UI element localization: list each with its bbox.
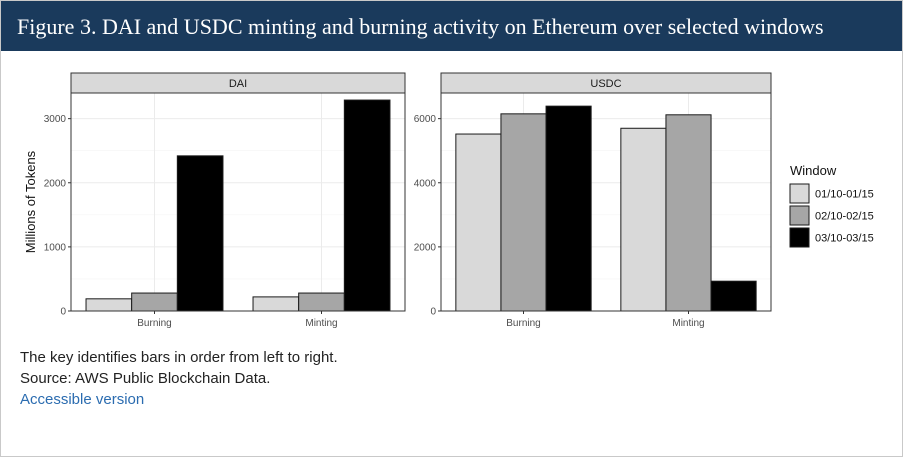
dai-bar-minting-2 (298, 292, 345, 312)
source-note: Source: AWS Public Blockchain Data. (20, 370, 271, 387)
dai-bar-burning-1 (85, 298, 133, 312)
usdc-x-tick-label: Burning (506, 318, 540, 329)
dai-y-tick-label: 1000 (44, 242, 67, 253)
figure-notes: The key identifies bars in order from le… (20, 347, 338, 410)
usdc-bar-minting-1 (620, 127, 667, 312)
dai-x-tick-label: Burning (137, 318, 171, 329)
legend-swatch-3 (789, 227, 810, 248)
dai-y-tick-label: 2000 (44, 178, 67, 189)
figure-title: Figure 3. DAI and USDC minting and burni… (17, 14, 824, 39)
accessible-version-link[interactable]: Accessible version (20, 391, 145, 408)
usdc-bar-burning-1 (455, 133, 502, 312)
usdc-strip (440, 72, 772, 94)
usdc-bar-burning-3 (545, 105, 592, 312)
dai-strip-label: DAI (229, 78, 247, 90)
usdc-x-tick-label: Minting (672, 318, 704, 329)
legend-label-3: 03/10-03/15 (815, 233, 874, 245)
legend-label-2: 02/10-02/15 (815, 211, 874, 223)
dai-bar-minting-3 (343, 99, 391, 312)
usdc-bar-burning-2 (500, 113, 547, 312)
usdc-y-tick-label: 2000 (414, 242, 437, 253)
dai-x-tick-label: Minting (305, 318, 337, 329)
usdc-bar-minting-2 (665, 114, 712, 312)
dai-bar-burning-2 (131, 292, 178, 312)
usdc-y-tick-label: 0 (430, 307, 436, 318)
dai-bar-burning-3 (176, 155, 224, 312)
dai-bar-minting-1 (252, 296, 300, 312)
legend-swatch-1 (789, 183, 810, 204)
usdc-strip-label: USDC (590, 78, 621, 90)
usdc-y-tick-label: 4000 (414, 178, 437, 189)
y-axis-title: Millions of Tokens (23, 150, 38, 253)
key-note: The key identifies bars in order from le… (20, 349, 338, 366)
title-bar: Figure 3. DAI and USDC minting and burni… (1, 1, 902, 51)
legend-title: Window (790, 163, 837, 178)
legend-swatch-2 (789, 205, 810, 226)
usdc-y-tick-label: 6000 (414, 114, 437, 125)
usdc-bar-minting-3 (710, 280, 757, 312)
dai-y-tick-label: 0 (60, 307, 66, 318)
dai-strip (70, 72, 406, 94)
legend-label-1: 01/10-01/15 (815, 189, 874, 201)
dai-y-tick-label: 3000 (44, 114, 67, 125)
bar-chart: Burning Minting 0 1000 2000 3000 DAI Burning Min… (23, 72, 874, 329)
